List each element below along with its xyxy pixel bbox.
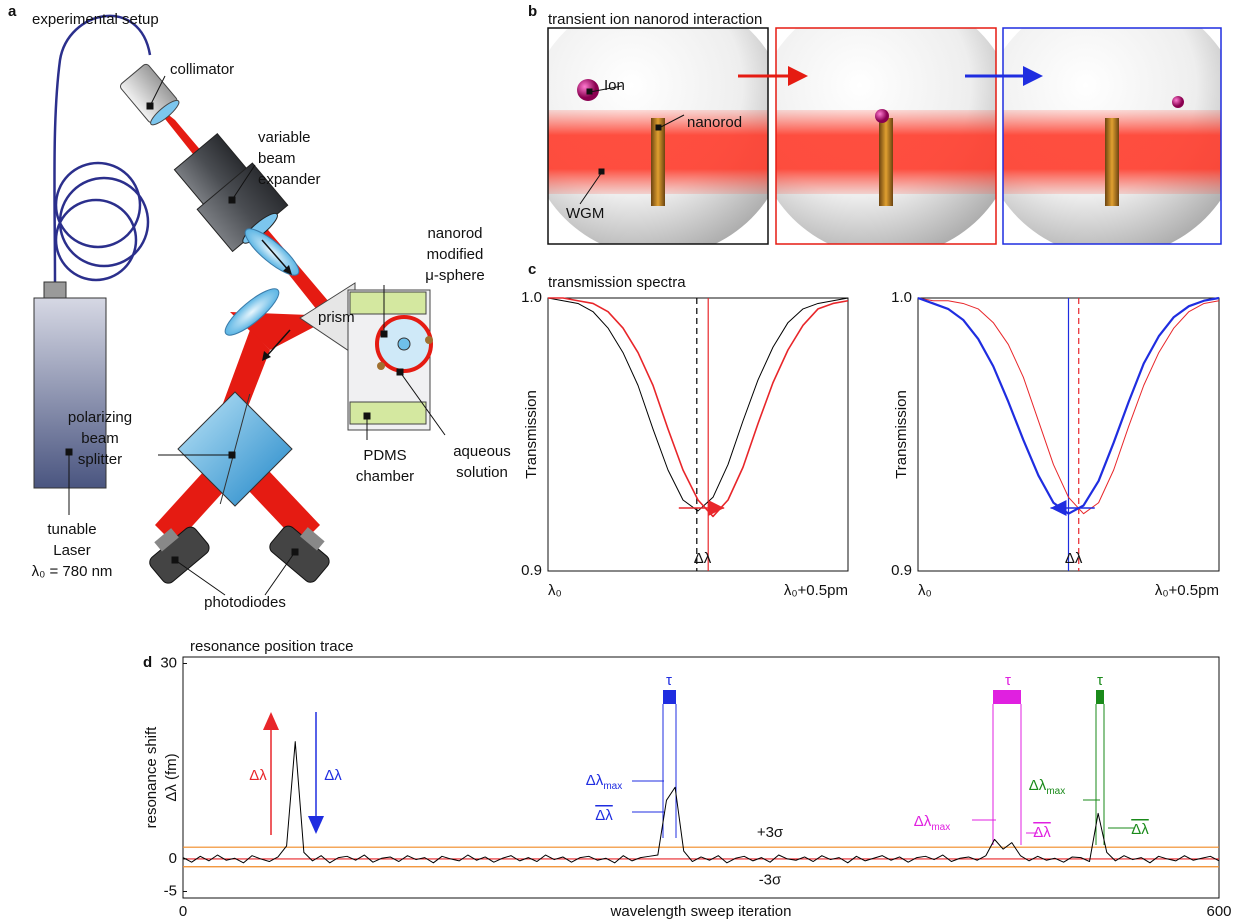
setup-label: Laser: [53, 542, 91, 559]
annotation: Δλ: [595, 807, 613, 824]
panel-title: transmission spectra: [548, 274, 686, 291]
annotation-text: τ: [666, 672, 672, 689]
y-tick-label: -5: [164, 882, 177, 899]
x-axis-label: wavelength sweep iteration: [610, 903, 792, 920]
annotation-text: τ: [1005, 672, 1011, 689]
setup-diagram: [33, 14, 446, 596]
shift-arrowhead: [708, 500, 725, 516]
panel-title: experimental setup: [32, 11, 159, 28]
setup-label: beam: [81, 430, 119, 447]
annotation: Δλ: [324, 767, 342, 784]
annotation-text: Δλ: [1029, 777, 1047, 794]
setup-label: prism: [318, 309, 355, 326]
data-line: [548, 297, 849, 518]
annotation-subscript: max: [603, 781, 622, 792]
x-tick-label: λ₀: [918, 582, 932, 599]
diagram-label: Ion: [604, 77, 625, 94]
annotation-text: Δλ: [914, 813, 932, 830]
setup-label: collimator: [170, 61, 234, 78]
setup-label: aqueous: [453, 443, 511, 460]
plot-frame: [182, 656, 1220, 899]
setup-label: splitter: [78, 451, 122, 468]
annotation: Δλ: [1131, 821, 1149, 838]
panel-title: resonance position trace: [190, 638, 353, 655]
y-tick-label: 1.0: [521, 289, 542, 306]
annotation: τ: [1005, 672, 1011, 689]
setup-label: λ₀ = 780 nm: [32, 563, 113, 580]
y-tick-label: 30: [160, 654, 177, 671]
shift-label: Δλ: [1065, 550, 1083, 567]
data-line: [917, 296, 1220, 515]
data-line: [547, 297, 849, 512]
panel-letter: d: [143, 654, 152, 671]
annotation-text: Δλ: [586, 772, 604, 789]
y-tick-label: 0.9: [521, 562, 542, 579]
setup-label: tunable: [47, 521, 96, 538]
setup-label: μ-sphere: [425, 267, 485, 284]
x-tick-label: λ₀: [548, 582, 562, 599]
setup-label: nanorod: [427, 225, 482, 242]
annotation-text: Δλ: [595, 807, 613, 824]
y-axis-label: Δλ (fm): [163, 753, 180, 801]
diagram-label: WGM: [566, 205, 604, 222]
setup-label: solution: [456, 464, 508, 481]
shift-label: Δλ: [694, 550, 712, 567]
setup-label: variable: [258, 129, 311, 146]
x-tick-label: 600: [1206, 903, 1231, 920]
y-tick-label: 0: [169, 850, 177, 867]
setup-label: polarizing: [68, 409, 132, 426]
annotation-text: Δλ: [1131, 821, 1149, 838]
chart: 0.9 1.0 λ₀ λ₀+0.5pm Transmission Δλ: [891, 289, 1220, 599]
setup-label: PDMS: [363, 447, 406, 464]
shift-arrowhead: [1050, 500, 1067, 516]
panel-letter: b: [528, 3, 537, 20]
annotation: Δλmax: [1029, 777, 1065, 797]
y-tick-label: 1.0: [891, 289, 912, 306]
setup-label: photodiodes: [204, 594, 286, 611]
diagram-label: nanorod: [687, 114, 742, 131]
plot-frame: [547, 297, 849, 572]
setup-label: beam: [258, 150, 296, 167]
annotation: Δλmax: [586, 772, 622, 792]
setup-label: chamber: [356, 468, 414, 485]
annotation-subscript: max: [1046, 786, 1065, 797]
x-tick-label: 0: [179, 903, 187, 920]
annotation-text: Δλ: [249, 767, 267, 784]
annotation-text: Δλ: [324, 767, 342, 784]
annotation: τ: [666, 672, 672, 689]
panel-title: transient ion nanorod interaction: [548, 11, 762, 28]
y-tick-label: 0.9: [891, 562, 912, 579]
annotation-subscript: max: [931, 822, 950, 833]
reference-label: +3σ: [757, 824, 784, 841]
data-line: [917, 297, 1220, 515]
event-decorations: [263, 690, 1135, 845]
annotation-text: τ: [1097, 672, 1103, 689]
setup-label: modified: [427, 246, 484, 263]
x-tick-label: λ₀+0.5pm: [1155, 582, 1219, 599]
annotation-text: Δλ: [1033, 824, 1051, 841]
setup-label: expander: [258, 171, 321, 188]
annotation: Δλ: [1033, 824, 1051, 841]
y-axis-label: Transmission: [893, 390, 910, 479]
y-axis-label: Transmission: [523, 390, 540, 479]
y-axis-label: resonance shift: [143, 726, 160, 829]
annotation: τ: [1097, 672, 1103, 689]
chart: 0.9 1.0 λ₀ λ₀+0.5pm Transmission Δλ: [521, 289, 849, 599]
reference-label: -3σ: [759, 872, 782, 889]
panel-letter: a: [8, 3, 17, 20]
x-tick-label: λ₀+0.5pm: [784, 582, 848, 599]
panel-letter: c: [528, 261, 536, 278]
annotation: Δλ: [249, 767, 267, 784]
annotation: Δλmax: [914, 813, 950, 833]
data-line: [182, 741, 1220, 864]
interaction-diagram: [547, 27, 1222, 245]
